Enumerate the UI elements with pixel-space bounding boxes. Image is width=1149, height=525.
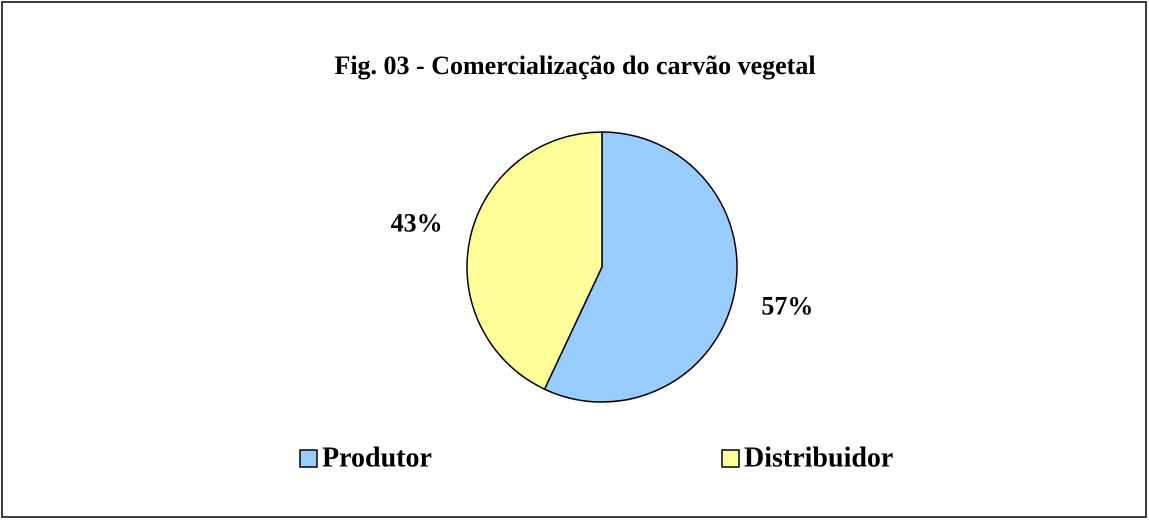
legend-swatch [299, 449, 318, 468]
data-label: 43% [391, 209, 443, 238]
data-label: 57% [761, 291, 813, 320]
legend-label: Produtor [322, 442, 432, 473]
pie-slice [543, 131, 738, 403]
chart-title: Fig. 03 - Comercialização do carvão vege… [334, 51, 815, 80]
legend-label: Distribuidor [744, 442, 893, 473]
legend-swatch [721, 449, 740, 468]
pie-slice [466, 131, 603, 391]
